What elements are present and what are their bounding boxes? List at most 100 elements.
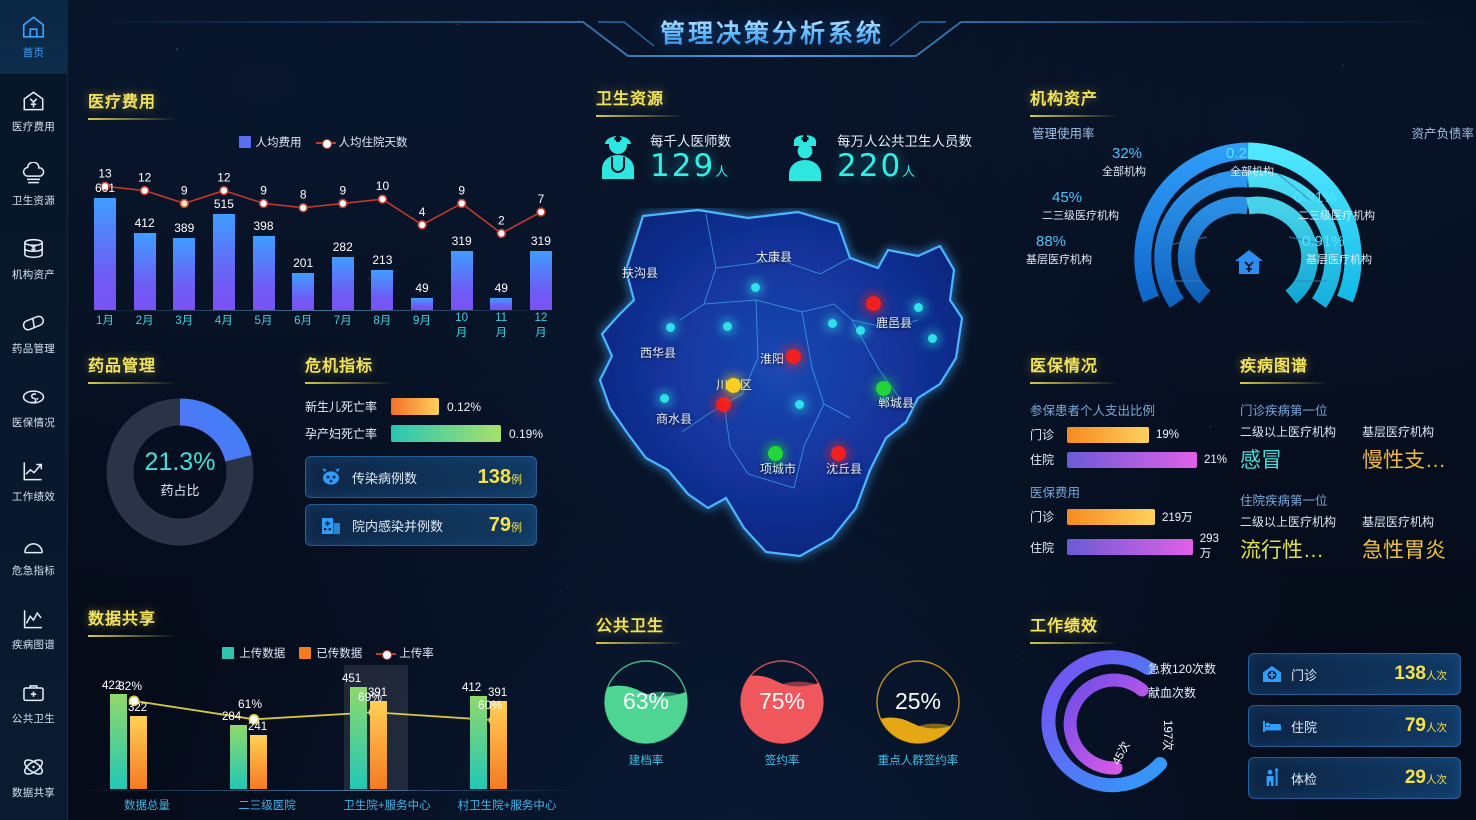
crisis-card[interactable]: 院内感染并例数 79例 bbox=[305, 504, 537, 546]
bar-group[interactable] bbox=[230, 679, 267, 789]
map-marker-red[interactable] bbox=[786, 349, 801, 364]
stat-card-inpatient[interactable]: 住院 79人次 bbox=[1248, 705, 1461, 747]
map-marker-cyan[interactable] bbox=[795, 400, 804, 409]
sidebar-item-data-share[interactable]: 数据共享 bbox=[0, 740, 67, 814]
bar-group[interactable] bbox=[350, 679, 387, 789]
bar-value: 241 bbox=[248, 720, 268, 733]
x-tick: 卫生院+服务中心 bbox=[343, 800, 431, 812]
medical-cost-icon bbox=[23, 91, 44, 111]
map-marker-yellow[interactable] bbox=[726, 378, 741, 393]
stat-value: 79人次 bbox=[1404, 715, 1447, 736]
bar-column[interactable]: 201 bbox=[292, 256, 315, 310]
map-marker-green[interactable] bbox=[876, 381, 891, 396]
x-tick: 9月 bbox=[413, 315, 431, 327]
line-point[interactable] bbox=[536, 207, 546, 217]
stat-value: 29人次 bbox=[1404, 767, 1447, 788]
map-region-label[interactable]: 项城市 bbox=[760, 462, 797, 476]
line-point[interactable] bbox=[139, 185, 150, 196]
section-title-performance: 工作绩效 bbox=[1030, 618, 1099, 635]
bar-column[interactable]: 601 bbox=[94, 181, 116, 310]
sidebar-item-home[interactable]: 首页 bbox=[0, 0, 67, 74]
map-marker-red[interactable] bbox=[831, 446, 846, 461]
map-marker-green[interactable] bbox=[768, 446, 783, 461]
crisis-card[interactable]: 传染病例数 138例 bbox=[305, 456, 537, 498]
bar-column[interactable]: 282 bbox=[331, 240, 354, 310]
rate-point[interactable] bbox=[248, 713, 260, 725]
map-region-label[interactable]: 西华县 bbox=[640, 346, 677, 360]
crisis-bar-row: 新生儿死亡率 0.12% bbox=[305, 398, 565, 415]
map-marker-cyan[interactable] bbox=[928, 334, 937, 343]
rate-point[interactable] bbox=[128, 695, 140, 707]
line-point[interactable] bbox=[496, 228, 507, 239]
line-point[interactable] bbox=[100, 181, 110, 192]
drug-ratio-donut[interactable] bbox=[100, 392, 260, 552]
x-tick: 4月 bbox=[214, 315, 233, 327]
legend-item-avg-cost: 人均费用 bbox=[238, 134, 302, 150]
map-marker-cyan[interactable] bbox=[828, 319, 837, 328]
bar-column[interactable]: 213 bbox=[371, 253, 394, 310]
sidebar-item-disease-atlas[interactable]: 疾病图谱 bbox=[0, 592, 67, 666]
bar-column[interactable]: 412 bbox=[133, 216, 156, 310]
sidebar-item-health-resource[interactable]: 卫生资源 bbox=[0, 148, 67, 222]
health-resource-panel: 卫生资源 每千人医师数 129人 bbox=[596, 85, 1006, 200]
map-marker-red[interactable] bbox=[866, 296, 881, 311]
line-point[interactable] bbox=[258, 198, 269, 209]
line-point[interactable] bbox=[338, 198, 348, 209]
map-marker-cyan[interactable] bbox=[660, 394, 669, 403]
line-point[interactable] bbox=[456, 198, 467, 209]
map-marker-cyan[interactable] bbox=[666, 323, 675, 332]
liquid-gauge[interactable]: 75% 签约率 bbox=[740, 660, 824, 767]
data-share-chart[interactable]: 422 322 数据总量 284 241 二三级医院 451 391 卫生院+服务中心 412 39… bbox=[88, 655, 568, 815]
performance-outer-value: 197次 bbox=[1161, 720, 1173, 751]
map-region-label[interactable]: 鹿邑县 bbox=[876, 316, 913, 330]
bar-group[interactable] bbox=[110, 679, 147, 789]
map-region-label[interactable]: 沈丘县 bbox=[826, 462, 863, 476]
line-point[interactable] bbox=[219, 185, 229, 196]
map-region-label[interactable]: 淮阳 bbox=[760, 352, 785, 366]
sidebar-item-insurance[interactable]: 医保情况 bbox=[0, 370, 67, 444]
map-marker-cyan[interactable] bbox=[856, 326, 865, 335]
liquid-gauge[interactable]: 63% 建档率 bbox=[604, 660, 688, 767]
sidebar-item-performance[interactable]: 工作绩效 bbox=[0, 444, 67, 518]
insurance-bar-fill bbox=[1066, 539, 1193, 555]
bar-group[interactable] bbox=[470, 679, 507, 789]
map-marker-cyan[interactable] bbox=[723, 322, 732, 331]
bar-column[interactable]: 398 bbox=[252, 219, 275, 310]
crisis-bar-row: 孕产妇死亡率 0.19% bbox=[305, 425, 565, 442]
map-marker-red[interactable] bbox=[716, 397, 731, 412]
sidebar-item-medical-cost[interactable]: 医疗费用 bbox=[0, 74, 67, 148]
asset-gauge-rings[interactable] bbox=[1123, 133, 1373, 323]
map-marker-cyan[interactable] bbox=[914, 303, 923, 312]
sidebar-item-institution-asset[interactable]: 机构资产 bbox=[0, 222, 67, 296]
crisis-bar-fill bbox=[391, 398, 439, 415]
section-title-crisis: 危机指标 bbox=[305, 358, 374, 375]
line-point[interactable] bbox=[298, 202, 308, 213]
sidebar-item-crisis[interactable]: 危急指标 bbox=[0, 518, 67, 592]
line-value: 9 bbox=[181, 183, 188, 197]
kpi-value: 129人 bbox=[650, 148, 729, 184]
map-region-label[interactable]: 扶沟县 bbox=[622, 266, 659, 280]
bar-column[interactable]: 515 bbox=[212, 197, 235, 310]
sidebar-item-drug-mgmt[interactable]: 药品管理 bbox=[0, 296, 67, 370]
bar-column[interactable]: 49 bbox=[490, 281, 513, 310]
map-region-label[interactable]: 郸城县 bbox=[878, 396, 915, 410]
line-point[interactable] bbox=[377, 194, 388, 204]
line-point[interactable] bbox=[417, 220, 427, 230]
crisis-panel: 危机指标 新生儿死亡率 0.12% 孕产妇死亡率 0.19% 传染病例数 138例 院内感… bbox=[305, 352, 565, 582]
bar-column[interactable]: 389 bbox=[173, 221, 196, 310]
stat-card-checkup[interactable]: 体检 29人次 bbox=[1248, 757, 1461, 799]
zhoukou-map[interactable]: 扶沟县太康县西华县淮阳鹿邑县川汇区商水县郸城县项城市沈丘县 bbox=[588, 208, 1006, 608]
bar-column[interactable]: 319 bbox=[450, 234, 473, 310]
sidebar-item-public-health[interactable]: 公共卫生 bbox=[0, 666, 67, 740]
stat-card-outpatient[interactable]: 门诊 138人次 bbox=[1248, 653, 1461, 695]
line-point[interactable] bbox=[179, 198, 190, 209]
bar-column[interactable]: 319 bbox=[529, 234, 552, 310]
x-tick: 5月 bbox=[254, 315, 273, 327]
bar-column[interactable]: 49 bbox=[411, 281, 433, 310]
map-marker-cyan[interactable] bbox=[751, 283, 760, 292]
performance-rings[interactable] bbox=[1040, 646, 1200, 806]
map-region-label[interactable]: 商水县 bbox=[656, 412, 693, 426]
medical-cost-chart[interactable]: 13 12 9 12 9 8 9 10 4 9 2 7 601 412 389 515 398 201 282 21… bbox=[88, 146, 558, 339]
map-region-label[interactable]: 太康县 bbox=[756, 250, 793, 264]
liquid-gauge[interactable]: 25% 重点人群签约率 bbox=[876, 660, 960, 767]
